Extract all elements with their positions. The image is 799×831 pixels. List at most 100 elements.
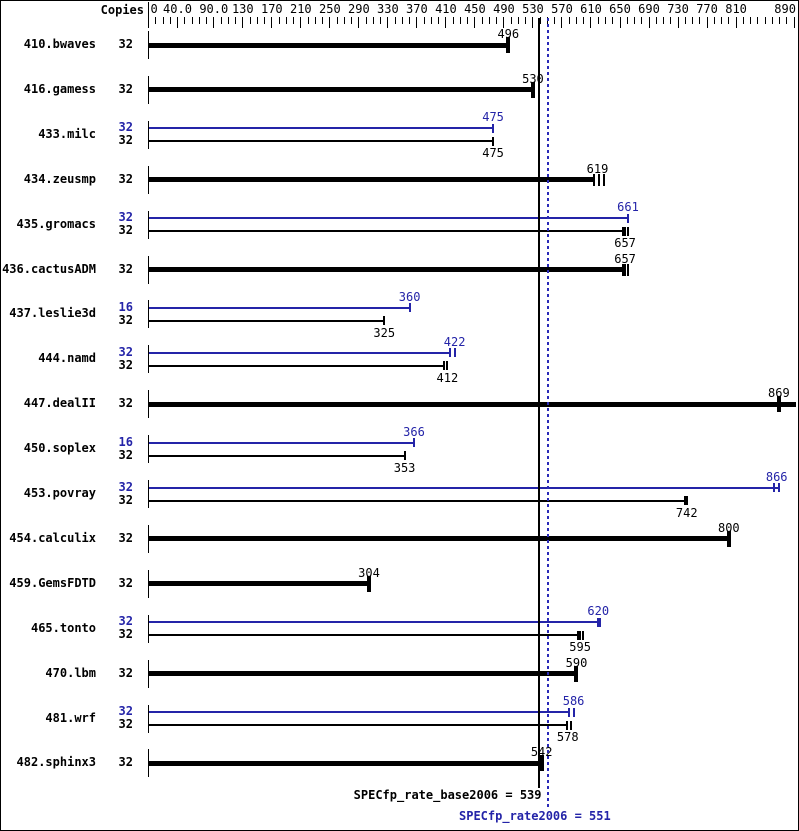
result-bar <box>149 230 623 233</box>
x-axis-minor-tick <box>517 17 519 24</box>
run-tick <box>621 226 624 236</box>
x-axis-minor-tick <box>285 17 287 24</box>
run-tick <box>574 665 579 682</box>
benchmark-label: 447.dealII <box>23 396 96 411</box>
x-axis-minor-tick <box>554 17 556 24</box>
copies-value: 32 <box>118 665 133 680</box>
result-bar <box>149 351 450 354</box>
result-value-label: 353 <box>393 460 416 475</box>
benchmark-label: 444.namd <box>38 351 96 366</box>
x-axis-minor-tick <box>372 17 374 24</box>
result-bar <box>149 454 405 457</box>
x-axis-major-tick <box>474 17 476 28</box>
run-tick <box>621 263 624 276</box>
benchmark-label: 434.zeusmp <box>23 171 96 186</box>
copies-value: 32 <box>118 133 133 148</box>
x-axis-minor-tick <box>336 17 338 24</box>
x-axis-minor-tick <box>605 17 606 24</box>
result-value-label: 325 <box>373 325 396 340</box>
x-axis-label: 0 <box>150 2 158 16</box>
result-value-label: 542 <box>530 745 553 760</box>
x-axis-minor-tick <box>771 17 773 24</box>
x-axis-minor-tick <box>713 17 715 24</box>
x-axis-minor-tick <box>365 17 367 24</box>
x-axis-label: 450 <box>464 2 486 16</box>
run-tick <box>492 123 495 133</box>
x-axis-minor-tick <box>198 17 200 24</box>
x-axis-major-tick <box>735 17 737 28</box>
row-axis-bracket <box>148 524 149 553</box>
x-axis-minor-tick <box>583 17 585 24</box>
x-axis-major-tick <box>300 17 302 28</box>
row-axis-bracket <box>148 165 149 194</box>
result-bar <box>149 140 494 143</box>
x-axis-minor-tick <box>343 17 345 24</box>
copies-value: 32 <box>118 717 133 731</box>
copies-value: 32 <box>118 261 133 276</box>
result-bar <box>149 760 542 766</box>
run-tick <box>383 316 386 326</box>
result-bar <box>149 499 687 502</box>
benchmark-label: 437.leslie3d <box>9 306 96 321</box>
result-bar <box>149 536 729 542</box>
result-bar <box>149 441 414 444</box>
row-axis-bracket <box>148 749 149 778</box>
benchmark-label: 433.milc <box>38 126 96 141</box>
run-tick <box>777 483 780 492</box>
result-value-label: 412 <box>436 370 459 385</box>
x-axis-minor-tick <box>575 17 577 24</box>
benchmark-label: 450.soplex <box>23 441 96 456</box>
x-axis-minor-tick <box>684 17 686 24</box>
row-axis-bracket <box>148 31 149 59</box>
x-axis-minor-tick <box>757 17 759 24</box>
x-axis-label: 730 <box>667 2 689 16</box>
x-axis-minor-tick <box>220 17 222 24</box>
copies-value: 32 <box>118 492 133 507</box>
x-axis-major-tick <box>213 17 215 28</box>
x-axis-minor-tick <box>488 17 490 24</box>
result-value-label: 620 <box>587 604 610 619</box>
copies-value: 32 <box>118 575 133 590</box>
x-axis-minor-tick <box>452 17 454 24</box>
x-axis-minor-tick <box>699 17 701 24</box>
result-value-label: 657 <box>614 236 636 251</box>
copies-value: 32 <box>118 81 133 96</box>
x-axis-major-tick <box>271 17 273 28</box>
x-axis-label: 570 <box>551 2 573 16</box>
result-value-label: 578 <box>556 730 579 744</box>
run-tick <box>599 617 602 627</box>
x-axis-major-tick <box>793 17 795 28</box>
x-axis-major-tick <box>358 17 360 28</box>
x-axis-major-tick <box>648 17 650 28</box>
run-tick <box>626 213 629 223</box>
copies-value: 32 <box>118 344 133 359</box>
run-tick <box>568 707 571 717</box>
x-axis-minor-tick <box>293 17 295 24</box>
copies-value: 16 <box>118 299 133 314</box>
result-value-label: 530 <box>522 71 544 86</box>
result-value-label: 595 <box>569 640 591 655</box>
copies-value: 32 <box>118 447 133 462</box>
x-axis-minor-tick <box>409 17 411 24</box>
x-axis-minor-tick <box>467 17 469 24</box>
x-axis-minor-tick <box>663 17 665 24</box>
x-axis-label: 770 <box>696 2 718 16</box>
run-tick <box>596 617 599 627</box>
row-axis-bracket <box>148 120 149 149</box>
x-axis-major-tick <box>242 17 244 28</box>
benchmark-label: 454.calculix <box>9 530 96 545</box>
run-tick <box>570 720 573 730</box>
x-axis-label: 290 <box>348 2 370 16</box>
run-tick <box>626 263 629 276</box>
result-bar <box>149 581 370 587</box>
run-tick <box>683 496 686 505</box>
result-bar <box>149 177 594 183</box>
row-axis-bracket <box>148 390 149 419</box>
benchmark-label: 416.gamess <box>23 81 96 96</box>
x-axis-minor-tick <box>459 17 461 24</box>
x-axis-minor-tick <box>423 17 425 24</box>
run-tick <box>367 575 372 592</box>
x-axis-minor-tick <box>510 17 512 24</box>
run-tick <box>686 496 689 505</box>
row-axis-bracket <box>148 300 149 329</box>
